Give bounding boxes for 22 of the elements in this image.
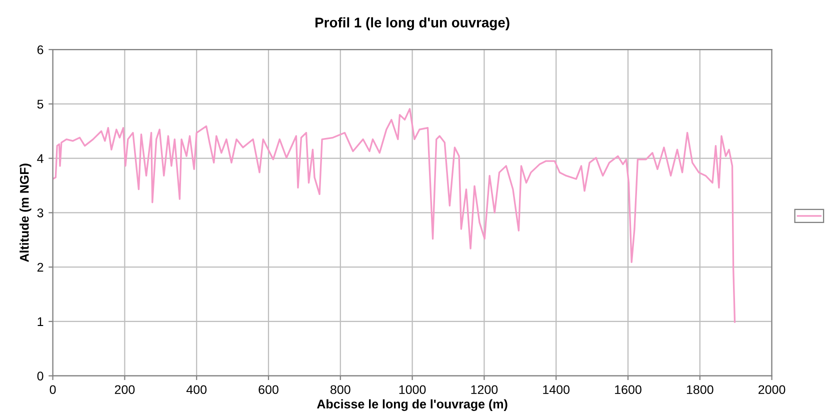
y-tick-label: 2 — [37, 262, 44, 272]
y-tick-label: 1 — [38, 317, 44, 326]
x-tick-label: 2000 — [758, 385, 786, 394]
x-tick-label: 1200 — [471, 385, 498, 394]
line-series — [52, 108, 736, 323]
y-tick-label: 5 — [37, 100, 44, 109]
x-tick-label: 800 — [330, 385, 350, 394]
chart-title: Profil 1 (le long d'un ouvrage) — [316, 17, 510, 30]
x-tick-label: 0 — [50, 385, 56, 394]
x-tick-label: 1800 — [686, 385, 714, 394]
x-tick-label: 600 — [258, 385, 278, 394]
x-tick-label: 1600 — [615, 385, 642, 394]
x-tick-label: 1000 — [399, 385, 426, 394]
x-tick-label: 1400 — [543, 385, 570, 394]
y-tick-label: 0 — [37, 372, 44, 380]
x-tick-label: 400 — [186, 385, 207, 394]
y-tick-label: 4 — [37, 154, 44, 163]
y-axis-title: Altitude (m NGF) — [20, 164, 32, 262]
y-tick-label: 6 — [37, 45, 44, 54]
x-axis-title: Abcisse le long de l'ouvrage (m) — [317, 399, 508, 411]
y-tick-label: 3 — [37, 208, 44, 218]
x-tick-label: 200 — [114, 385, 135, 394]
